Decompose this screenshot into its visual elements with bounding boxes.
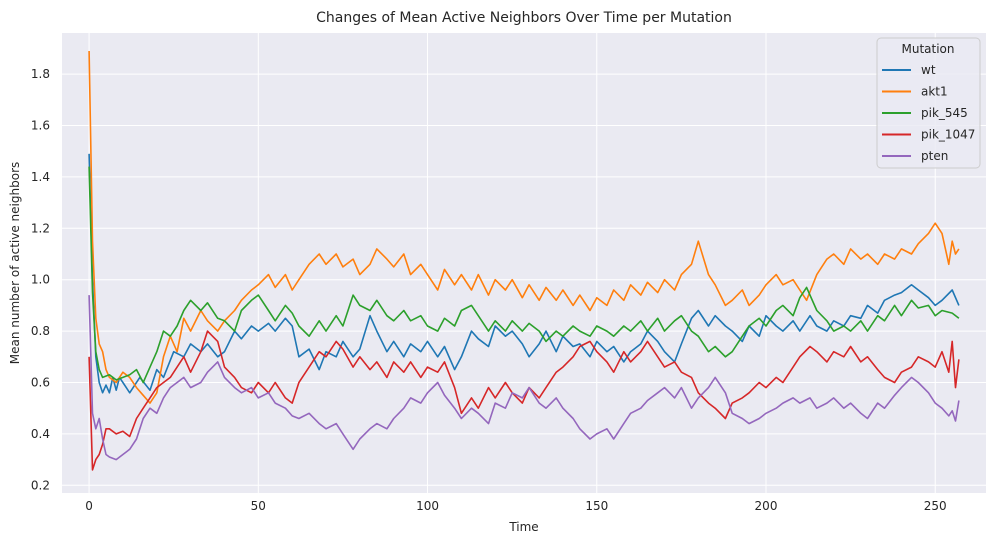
x-tick-label: 50 xyxy=(251,499,266,513)
series-line-wt xyxy=(88,153,960,394)
series-line-pik_545 xyxy=(88,166,960,384)
x-tick-label: 100 xyxy=(416,499,439,513)
series-line-pten xyxy=(88,295,960,461)
y-tick-label: 1.4 xyxy=(31,170,50,184)
x-tick-label: 250 xyxy=(924,499,947,513)
series-line-akt1 xyxy=(88,50,960,404)
y-axis-label: Mean number of active neighbors xyxy=(8,162,22,365)
y-tick-label: 1.6 xyxy=(31,119,50,133)
legend-label-pik_545: pik_545 xyxy=(921,106,968,120)
y-tick-label: 0.2 xyxy=(31,478,50,492)
x-axis-label: Time xyxy=(508,520,538,534)
legend-label-pik_1047: pik_1047 xyxy=(921,128,975,142)
x-axis-ticks: 0 50 100 150 200 250 xyxy=(85,499,946,513)
y-tick-label: 1.8 xyxy=(31,67,50,81)
series-layer xyxy=(88,50,960,471)
legend-label-wt: wt xyxy=(921,63,936,77)
y-tick-label: 1.0 xyxy=(31,273,50,287)
y-tick-label: 0.6 xyxy=(31,375,50,389)
y-axis-ticks: 0.2 0.4 0.6 0.8 1.0 1.2 1.4 1.6 1.8 xyxy=(31,67,50,492)
x-tick-label: 200 xyxy=(755,499,778,513)
legend-label-akt1: akt1 xyxy=(921,85,948,99)
legend-label-pten: pten xyxy=(921,149,948,163)
series-line-pik_1047 xyxy=(88,330,960,471)
y-tick-label: 0.4 xyxy=(31,427,50,441)
x-tick-label: 150 xyxy=(585,499,608,513)
chart-title: Changes of Mean Active Neighbors Over Ti… xyxy=(316,10,732,26)
legend-title: Mutation xyxy=(901,42,954,56)
plot-area xyxy=(62,33,986,493)
x-tick-label: 0 xyxy=(85,499,93,513)
y-tick-label: 1.2 xyxy=(31,221,50,235)
y-tick-label: 0.8 xyxy=(31,324,50,338)
